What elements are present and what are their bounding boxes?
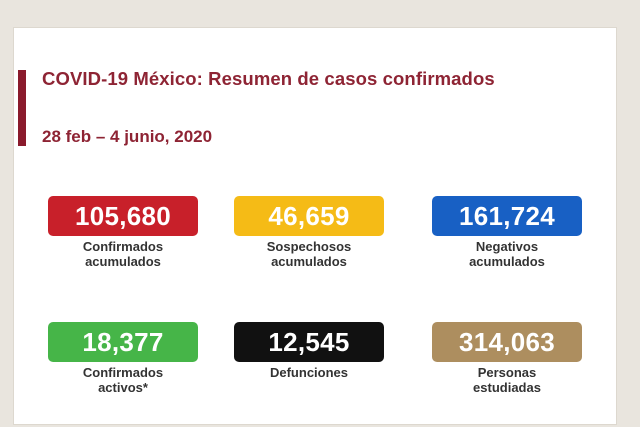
stat-label-line1: Personas — [477, 365, 537, 380]
stat-label-line2: activos* — [98, 380, 148, 395]
stat-label-line1: Confirmados — [82, 365, 164, 380]
stat-label-line2: acumulados — [85, 254, 161, 269]
stat-confirmados-activos: 18,377 Confirmados activos* — [48, 322, 198, 395]
stat-label: Personas estudiadas — [432, 365, 582, 395]
stat-label: Sospechosos acumulados — [234, 239, 384, 269]
summary-slide: COVID-19 México: Resumen de casos confir… — [14, 28, 616, 424]
stat-label-line2: acumulados — [271, 254, 347, 269]
stat-label: Confirmados acumulados — [48, 239, 198, 269]
stat-value-badge: 12,545 — [234, 322, 384, 362]
stat-label: Negativos acumulados — [432, 239, 582, 269]
stat-value-badge: 314,063 — [432, 322, 582, 362]
stat-label-line2: acumulados — [469, 254, 545, 269]
stat-value-badge: 105,680 — [48, 196, 198, 236]
stat-negativos-acumulados: 161,724 Negativos acumulados — [432, 196, 582, 269]
stat-label-line1: Confirmados — [82, 239, 164, 254]
stat-sospechosos-acumulados: 46,659 Sospechosos acumulados — [234, 196, 384, 269]
slide-title: COVID-19 México: Resumen de casos confir… — [42, 68, 495, 89]
stat-value-badge: 46,659 — [234, 196, 384, 236]
stat-personas-estudiadas: 314,063 Personas estudiadas — [432, 322, 582, 395]
stat-label-line1: Defunciones — [269, 365, 348, 380]
stat-confirmados-acumulados: 105,680 Confirmados acumulados — [48, 196, 198, 269]
stat-label-line2: estudiadas — [473, 380, 541, 395]
stat-label-line1: Sospechosos — [266, 239, 352, 254]
date-range: 28 feb – 4 junio, 2020 — [42, 127, 213, 146]
stat-value-badge: 18,377 — [48, 322, 198, 362]
stat-label-line1: Negativos — [475, 239, 539, 254]
stat-label: Defunciones — [234, 365, 384, 380]
accent-bar — [18, 70, 26, 146]
stat-label: Confirmados activos* — [48, 365, 198, 395]
stat-value-badge: 161,724 — [432, 196, 582, 236]
stat-defunciones: 12,545 Defunciones — [234, 322, 384, 380]
